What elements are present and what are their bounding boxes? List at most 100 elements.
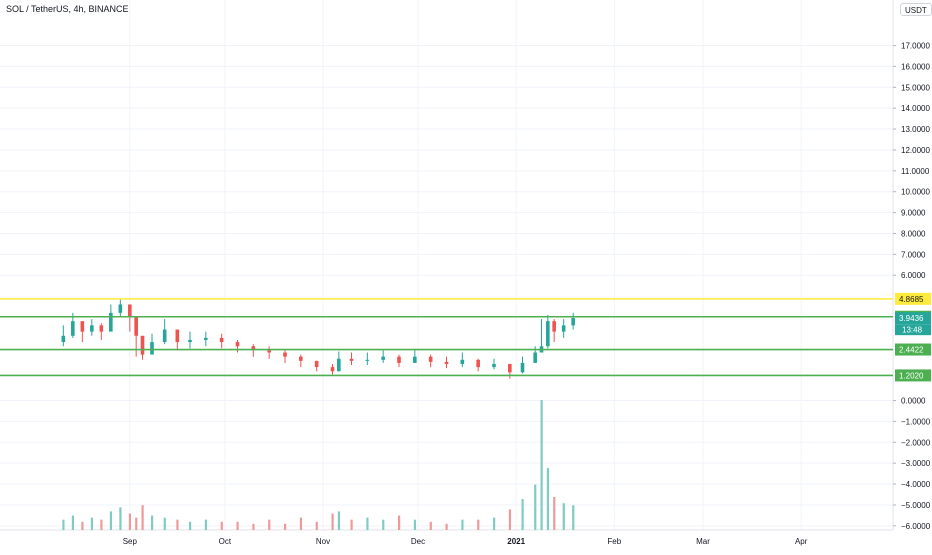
price-tick-label: 11.0000 [901,167,930,176]
price-tick-label: 12.0000 [901,146,930,155]
price-tick-label: 16.0000 [901,62,930,71]
volume-bar [413,519,417,530]
level-label-background [895,292,931,305]
last-price-background [895,312,931,325]
countdown-background [895,324,931,336]
candle-body [61,335,66,343]
time-tick-label: Feb [607,537,621,546]
candle-body [162,329,167,343]
candle-body [99,325,104,332]
candle-body [188,339,192,343]
candle-body [267,350,271,353]
volume-tick-label: −1.0000 [901,417,931,426]
volume-bar [204,519,208,530]
volume-bar [100,519,103,530]
volume-tick-label: −5.0000 [901,501,931,510]
volume-bar [534,484,537,530]
volume-bar [429,521,432,530]
volume-bar [252,523,255,530]
candle-body [235,342,240,347]
volume-bar [90,517,94,530]
candle-body [561,325,566,332]
candle-body [140,335,145,355]
candle-body [251,346,256,351]
volume-bar [366,517,369,530]
volume-tick-label: −4.0000 [901,480,931,489]
volume-bar [220,521,223,530]
candle-body [397,356,401,363]
candle-body [90,325,94,332]
currency-button[interactable]: USDT [900,3,932,16]
candle-body [219,337,224,343]
time-tick-label: Nov [316,537,330,546]
candle-body [314,360,319,368]
last-price-label: 3.9436 [899,314,924,323]
level-label: 4.8685 [899,295,924,304]
volume-bar [71,515,75,530]
volume-bar [176,519,179,530]
candle-body [381,356,385,360]
candle-body [299,356,303,361]
price-tick-label: 6.0000 [901,271,926,280]
candle-body [428,356,433,362]
candle-body [533,352,537,363]
time-tick-label: Dec [411,537,425,546]
symbol-title: SOL / TetherUS, 4h, BINANCE [6,4,129,14]
candle-body [552,321,556,332]
price-tick-label: 7.0000 [901,250,926,259]
candle-body [150,342,154,355]
candle-body [546,321,550,347]
volume-tick-label: 0.0000 [901,397,926,406]
volume-bar [128,513,132,530]
price-tick-label: 8.0000 [901,229,926,238]
volume-bar [553,496,556,530]
volume-bar [508,509,512,530]
candle-body [476,359,480,368]
time-tick-label: Sep [123,537,138,546]
volume-bar [331,513,334,530]
volume-bar [62,519,65,530]
candle-body [571,318,575,326]
price-tick-label: 14.0000 [901,104,930,113]
volume-tick-label: −2.0000 [901,438,931,447]
candle-body [283,352,287,357]
level-label-background [895,369,931,382]
candle-body [520,362,525,373]
price-tick-label: 17.0000 [901,42,930,51]
candle-body [118,304,123,313]
time-tick-label: Oct [219,537,232,546]
volume-bar [540,400,543,530]
candle-body [80,321,85,332]
time-tick-label: Mar [696,537,710,546]
volume-bar [109,511,113,530]
volume-bar [398,515,401,530]
volume-bar [119,507,122,530]
candle-body [330,367,335,372]
candle-body [413,356,417,363]
volume-bar [236,521,239,530]
volume-bar [445,523,448,530]
volume-tick-label: −6.0000 [901,522,931,531]
volume-tick-label: −3.0000 [901,459,931,468]
volume-bar [493,517,496,530]
candle-body [204,337,208,340]
candle-body [444,361,449,364]
volume-bar [562,503,565,530]
volume-bar [151,515,154,530]
volume-bar [163,517,166,530]
volume-bar [461,519,464,530]
price-tick-label: 13.0000 [901,125,930,134]
countdown-label: 13:48 [902,326,923,335]
price-tick-label: 10.0000 [901,188,930,197]
level-label: 2.4422 [899,346,924,355]
level-label: 1.2020 [899,371,924,380]
level-label-background [895,343,931,356]
volume-bar [572,505,575,530]
candle-body [508,363,512,373]
candle-body [128,304,132,317]
volume-bar [299,517,303,530]
volume-bar [477,519,480,530]
time-tick-label: Apr [795,537,808,546]
